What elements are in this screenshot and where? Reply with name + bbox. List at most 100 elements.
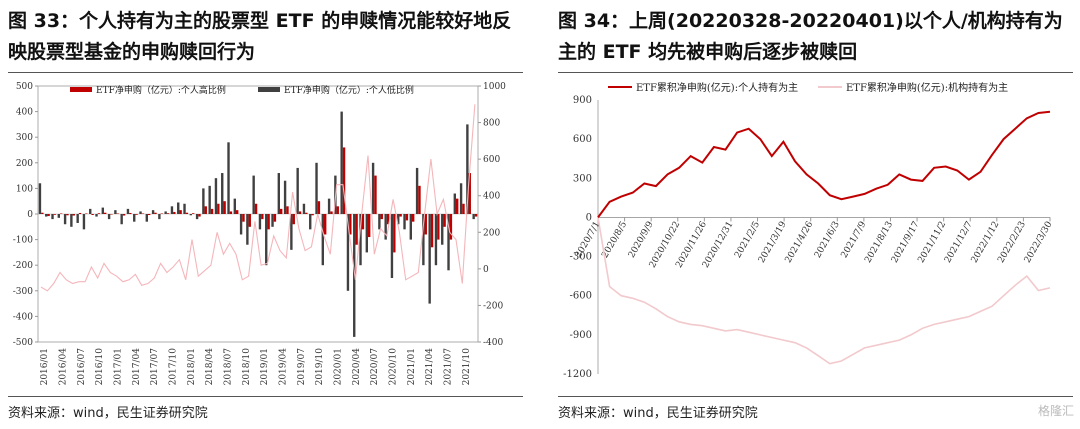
y-left-tick-label: 100 <box>16 184 33 194</box>
bar <box>418 185 421 214</box>
bar <box>349 214 352 235</box>
bar <box>239 214 243 235</box>
x-tick-label: 2020/10 <box>389 348 399 386</box>
bar <box>126 208 130 214</box>
bar <box>57 214 60 218</box>
bar <box>378 214 381 230</box>
bar <box>380 214 383 220</box>
bar <box>399 214 402 217</box>
etf-net-subscription-chart: -500 -400 -300 -200 -100 0 100 200 300 400 500 -400… <box>13 82 506 386</box>
legend-label: ETF净申购（亿元）:个人高比例 <box>96 84 226 96</box>
y-tick-label: -900 <box>570 330 592 341</box>
bar <box>47 214 50 217</box>
bar <box>466 124 469 214</box>
bar <box>315 162 318 214</box>
x-tick-label: 2017/01 <box>114 348 124 385</box>
bar <box>210 208 214 214</box>
bar <box>114 210 117 214</box>
bar <box>252 175 255 214</box>
y-tick-label: 600 <box>573 134 592 145</box>
bar <box>53 214 57 215</box>
bar <box>409 214 412 240</box>
bar <box>179 210 182 214</box>
bar <box>437 214 440 240</box>
bar <box>283 180 287 214</box>
x-tick-label: 2016/07 <box>77 348 87 386</box>
source-rule <box>558 396 1073 397</box>
bar <box>183 203 186 214</box>
bar <box>340 111 343 214</box>
x-tick-label: 2021/7/9 <box>840 220 869 260</box>
bar <box>202 188 205 214</box>
bar <box>468 173 471 214</box>
bar <box>290 214 293 250</box>
y-left-tick-label: -200 <box>13 261 33 271</box>
y-right-tick-label: 200 <box>483 228 500 238</box>
bar <box>135 214 138 215</box>
bar <box>305 212 308 214</box>
x-tick-label: 2017/10 <box>169 348 179 386</box>
bar <box>261 214 264 220</box>
bar <box>390 214 394 278</box>
bar <box>254 203 258 214</box>
bar <box>154 212 157 214</box>
bar <box>66 214 69 216</box>
chart-panel-33: 图 33：个人持有为主的股票型 ETF 的申赎情况能较好地反映股票型基金的申购赎… <box>0 0 530 429</box>
bar <box>89 208 92 214</box>
bar <box>428 214 431 304</box>
bar <box>309 214 312 230</box>
bar <box>403 214 406 230</box>
y-tick-label: -300 <box>570 252 592 263</box>
bar <box>397 214 400 225</box>
y-right-tick-label: 600 <box>483 155 500 165</box>
bar <box>324 214 327 235</box>
legend-swatch <box>70 87 92 92</box>
x-tick-label: 2016/01 <box>40 348 50 385</box>
bar <box>236 210 239 214</box>
y-tick-label: 900 <box>573 95 592 106</box>
bar <box>63 214 67 225</box>
y-tick-label: 0 <box>586 212 592 223</box>
bar <box>277 173 280 214</box>
bar <box>164 211 167 214</box>
source-note-34: 资料来源：wind，民生证券研究院 <box>558 406 758 421</box>
x-tick-label: 2020/07 <box>370 348 380 386</box>
bar <box>472 214 475 220</box>
y-left-tick-label: -400 <box>13 312 33 322</box>
bar <box>415 167 419 214</box>
bar <box>384 214 387 240</box>
bar <box>317 201 321 214</box>
bar <box>76 214 79 223</box>
bar <box>208 185 211 214</box>
bar <box>355 214 358 245</box>
x-tick-label: 2021/07 <box>444 348 454 386</box>
x-tick-label: 2020/04 <box>352 348 362 386</box>
bar <box>374 175 377 214</box>
y-left-tick-label: -500 <box>13 338 33 348</box>
y-left-tick-label: -100 <box>13 236 33 246</box>
bar <box>51 214 54 220</box>
bar <box>424 214 427 235</box>
bar <box>405 214 409 221</box>
y-tick-label: -600 <box>570 291 592 302</box>
etf-cumulative-chart: -1200-900-600-30003006009002020/7/12020/… <box>563 81 1055 380</box>
bar <box>116 213 119 214</box>
bar <box>192 213 195 214</box>
bar <box>368 214 371 238</box>
bar <box>223 201 226 214</box>
bar <box>246 214 249 245</box>
bar <box>177 202 180 214</box>
x-tick-label: 2020/9/9 <box>627 220 656 260</box>
line-series <box>40 104 476 292</box>
bar <box>371 162 375 214</box>
x-tick-label: 2016/10 <box>95 348 105 386</box>
bar <box>434 214 438 266</box>
y-right-tick-label: 1000 <box>483 82 506 92</box>
bar <box>110 214 113 215</box>
bar <box>120 214 123 225</box>
x-tick-label: 2021/01 <box>407 348 417 385</box>
line-series <box>597 217 1051 365</box>
bar <box>158 214 161 220</box>
bar <box>97 213 101 214</box>
x-tick-label: 2018/07 <box>224 348 234 386</box>
